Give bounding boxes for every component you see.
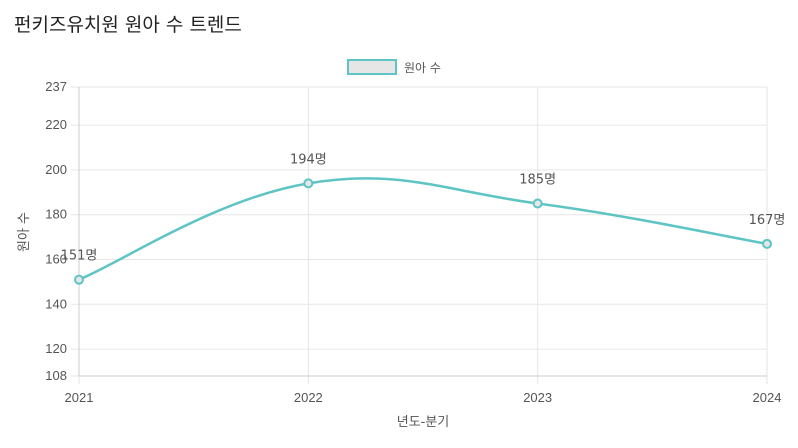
grid-layer <box>71 86 768 384</box>
axis-layer: 108 120 140 160 180 200 220 237 2021 2022 2023 2024 <box>45 79 781 405</box>
y-tick-label: 140 <box>45 296 67 311</box>
data-label: 167명 <box>749 213 786 228</box>
y-tick-label: 200 <box>45 162 67 177</box>
legend-swatch[interactable] <box>347 59 397 75</box>
x-axis-title: 년도-분기 <box>397 415 450 430</box>
data-label-layer: 151명 194명 185명 167명 <box>61 152 786 263</box>
x-tick-label: 2021 <box>65 390 94 405</box>
x-tick-label: 2023 <box>523 390 552 405</box>
y-tick-label: 160 <box>45 252 67 267</box>
legend-label: 원아 수 <box>404 61 441 75</box>
y-tick-label: 180 <box>45 207 67 222</box>
x-tick-label: 2022 <box>294 390 323 405</box>
y-tick-label: 120 <box>45 341 67 356</box>
data-point[interactable] <box>303 178 314 189</box>
data-label: 194명 <box>290 152 327 167</box>
y-axis-title: 원아 수 <box>17 212 32 252</box>
y-tick-label: 220 <box>45 117 67 132</box>
data-point[interactable] <box>74 274 84 285</box>
data-point[interactable] <box>762 238 772 249</box>
series-layer <box>74 177 772 285</box>
data-label: 185명 <box>519 172 556 187</box>
x-tick-label: 2024 <box>753 390 782 405</box>
data-point[interactable] <box>532 198 543 209</box>
data-label: 151명 <box>61 249 98 264</box>
y-tick-label: 108 <box>45 368 67 383</box>
y-tick-label: 237 <box>45 79 67 94</box>
legend[interactable]: 원아 수 <box>347 59 441 75</box>
page-title: 펀키즈유치원 원아 수 트렌드 <box>14 14 242 36</box>
series-line <box>78 177 768 281</box>
